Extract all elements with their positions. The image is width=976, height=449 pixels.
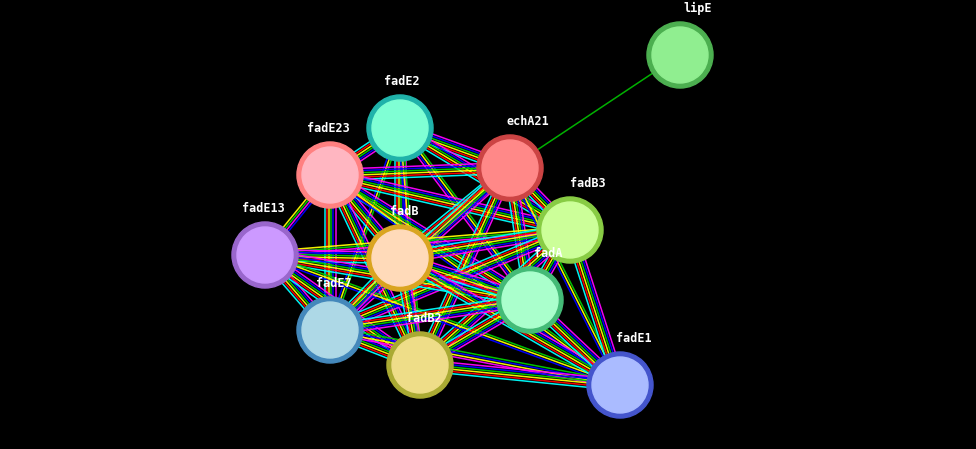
Text: fadB3: fadB3 bbox=[570, 177, 606, 190]
Circle shape bbox=[392, 337, 448, 393]
Circle shape bbox=[542, 202, 598, 258]
Circle shape bbox=[587, 352, 653, 418]
Circle shape bbox=[386, 332, 453, 398]
Circle shape bbox=[237, 227, 293, 283]
Text: fadB: fadB bbox=[389, 205, 419, 218]
Text: fadE1: fadE1 bbox=[616, 332, 652, 345]
Text: fadE23: fadE23 bbox=[306, 122, 349, 135]
Circle shape bbox=[297, 297, 363, 363]
Text: lipE: lipE bbox=[684, 2, 712, 15]
Circle shape bbox=[302, 147, 358, 203]
Text: fadE2: fadE2 bbox=[385, 75, 420, 88]
Text: fadB2: fadB2 bbox=[406, 312, 442, 325]
Circle shape bbox=[592, 357, 648, 413]
Circle shape bbox=[647, 22, 713, 88]
Text: fadA: fadA bbox=[534, 247, 562, 260]
Circle shape bbox=[482, 140, 538, 196]
Circle shape bbox=[372, 100, 428, 156]
Circle shape bbox=[652, 27, 708, 83]
Circle shape bbox=[477, 135, 543, 201]
Text: fadE13: fadE13 bbox=[242, 202, 284, 215]
Circle shape bbox=[497, 267, 563, 333]
Circle shape bbox=[367, 225, 433, 291]
Text: echA21: echA21 bbox=[507, 115, 549, 128]
Circle shape bbox=[302, 302, 358, 358]
Circle shape bbox=[537, 197, 603, 263]
Text: fadE7: fadE7 bbox=[316, 277, 351, 290]
Circle shape bbox=[502, 272, 558, 328]
Circle shape bbox=[232, 222, 298, 288]
Circle shape bbox=[297, 142, 363, 208]
Circle shape bbox=[367, 95, 433, 161]
Circle shape bbox=[372, 230, 428, 286]
